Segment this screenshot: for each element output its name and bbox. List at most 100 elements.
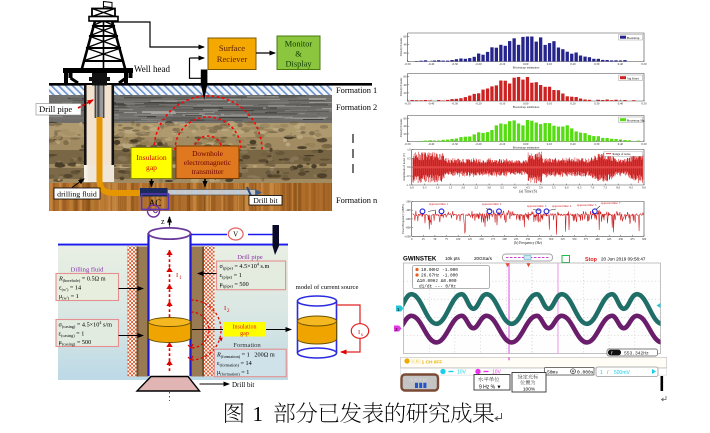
svg-text:appeared time: 7: appeared time: 7	[601, 201, 621, 205]
svg-text:Formation n: Formation n	[336, 196, 378, 205]
svg-text:Insulation: Insulation	[136, 153, 167, 162]
svg-text:0.20: 0.20	[570, 101, 576, 105]
svg-text:-0.50: -0.50	[404, 62, 411, 66]
svg-text:60: 60	[404, 75, 408, 79]
svg-text:0.40: 0.40	[618, 101, 624, 105]
svg-text:10.00Hz -1.000: 10.00Hz -1.000	[421, 268, 458, 273]
svg-text:-0.40: -0.40	[428, 62, 435, 66]
svg-text:μ(formation) = 1: μ(formation) = 1	[217, 369, 249, 377]
svg-text:40: 40	[404, 83, 408, 87]
svg-text:Stop: Stop	[585, 257, 598, 263]
svg-text:-200: -200	[406, 201, 412, 204]
svg-text:0.50: 0.50	[641, 101, 647, 105]
svg-text:-0.30: -0.30	[452, 101, 459, 105]
svg-text:-1.0: -1.0	[406, 184, 411, 187]
svg-text:10V: 10V	[492, 370, 502, 376]
svg-text:gap: gap	[240, 331, 249, 337]
svg-text:Range of noise: Range of noise	[613, 152, 632, 156]
svg-text:σ(pipe) = 4.5×104 s.m: σ(pipe) = 4.5×104 s.m	[220, 262, 270, 271]
svg-text:d1/dt --- 0/Hz: d1/dt --- 0/Hz	[419, 284, 456, 289]
svg-text:Density/Counts: Density/Counts	[399, 37, 403, 57]
svg-text:Formation 2: Formation 2	[336, 103, 377, 112]
svg-text:appeared time: 2: appeared time: 2	[482, 202, 502, 206]
svg-text:model of current source: model of current source	[296, 284, 359, 291]
svg-text:0.10: 0.10	[547, 62, 553, 66]
svg-text:0.00: 0.00	[523, 62, 529, 66]
svg-text:2: 2	[395, 327, 398, 332]
svg-text:0.30: 0.30	[594, 62, 600, 66]
svg-text:5.5: 5.5	[552, 186, 556, 190]
svg-text:500: 500	[642, 237, 647, 241]
svg-text:375: 375	[584, 237, 589, 241]
svg-text:0.40: 0.40	[618, 142, 624, 146]
svg-text:40: 40	[404, 43, 408, 47]
svg-text:-0.10: -0.10	[499, 142, 506, 146]
svg-text:0.30: 0.30	[594, 142, 600, 146]
svg-text:(b) Frequency (Hz): (b) Frequency (Hz)	[514, 241, 543, 245]
svg-text:10V: 10V	[457, 370, 467, 376]
svg-text:9.0: 9.0	[642, 186, 646, 190]
svg-text:1: 1	[179, 276, 182, 281]
svg-text:25: 25	[422, 237, 425, 241]
svg-text:R(borehole) = 0.5Ω m: R(borehole) = 0.5Ω m	[58, 276, 106, 284]
svg-text:300: 300	[549, 237, 554, 241]
svg-text:2.0: 2.0	[461, 186, 465, 190]
svg-text:3.5: 3.5	[500, 186, 504, 190]
svg-text:-0.10: -0.10	[499, 101, 506, 105]
svg-text:Bootstrap estimates: Bootstrap estimates	[513, 105, 540, 109]
svg-text:1: 1	[397, 307, 400, 312]
svg-text:Bootstrap: Bootstrap	[627, 36, 640, 40]
svg-text:0: 0	[411, 237, 413, 241]
svg-text:50: 50	[433, 237, 436, 241]
svg-text:gap: gap	[146, 163, 157, 172]
svg-text:-0.20: -0.20	[475, 142, 482, 146]
svg-text:-0.20: -0.20	[475, 62, 482, 66]
svg-text:Sig fitted: Sig fitted	[627, 77, 639, 81]
svg-text:4.0: 4.0	[513, 186, 517, 190]
svg-text:&: &	[295, 50, 302, 59]
svg-text:electromagnetic: electromagnetic	[184, 158, 232, 167]
svg-text:425: 425	[607, 237, 612, 241]
svg-text:PowerFrequency (dBFS): PowerFrequency (dBFS)	[401, 204, 405, 234]
svg-text:-1000: -1000	[404, 235, 411, 238]
svg-text:1: 1	[253, 402, 264, 426]
svg-text:500mV: 500mV	[614, 370, 631, 376]
svg-text:175: 175	[491, 237, 496, 241]
svg-text:-0.50: -0.50	[404, 142, 411, 146]
svg-text:z: z	[161, 217, 165, 226]
svg-text:10k pts: 10k pts	[445, 256, 461, 261]
svg-text:125: 125	[468, 237, 473, 241]
svg-text:0.00: 0.00	[523, 142, 529, 146]
svg-text:Insulation: Insulation	[233, 325, 257, 331]
svg-text:ε(formation) = 14: ε(formation) = 14	[217, 360, 252, 368]
svg-text:σ(casing) = 4.5×104 s/m: σ(casing) = 4.5×104 s/m	[59, 320, 113, 329]
svg-text:/: /	[607, 370, 609, 376]
svg-text:I: I	[224, 305, 226, 312]
svg-text:-800: -800	[406, 227, 412, 230]
svg-text:20: 20	[404, 91, 408, 95]
svg-text:-600: -600	[406, 218, 412, 221]
svg-text:transmitter: transmitter	[191, 167, 224, 176]
svg-text:appeared time: 1: appeared time: 1	[429, 202, 449, 206]
svg-text:-0.50: -0.50	[404, 101, 411, 105]
svg-text:0.000s: 0.000s	[577, 369, 594, 375]
svg-text:20GSa/s: 20GSa/s	[474, 256, 493, 261]
svg-text:8.0: 8.0	[616, 186, 620, 190]
svg-text:60: 60	[404, 117, 408, 121]
svg-text:75: 75	[445, 237, 448, 241]
svg-text:Reciever: Reciever	[217, 54, 248, 64]
svg-text:Drill pipe: Drill pipe	[39, 104, 72, 114]
svg-text:0.0: 0.0	[410, 186, 414, 190]
svg-text:μ(w′) = 1: μ(w′) = 1	[59, 293, 79, 301]
svg-text:appeared time: 4: appeared time: 4	[552, 204, 572, 208]
svg-text:40: 40	[404, 124, 408, 128]
svg-text:-0.10: -0.10	[499, 62, 506, 66]
svg-text:-0.40: -0.40	[428, 142, 435, 146]
svg-text:8.5: 8.5	[629, 186, 633, 190]
svg-text:325: 325	[561, 237, 566, 241]
svg-text:1: 1	[600, 370, 603, 376]
svg-text:553.342Hz: 553.342Hz	[624, 350, 649, 356]
svg-text:0.5: 0.5	[423, 186, 427, 190]
svg-text:ε(pipe) = 1: ε(pipe) = 1	[220, 272, 242, 280]
svg-text:400: 400	[595, 237, 600, 241]
